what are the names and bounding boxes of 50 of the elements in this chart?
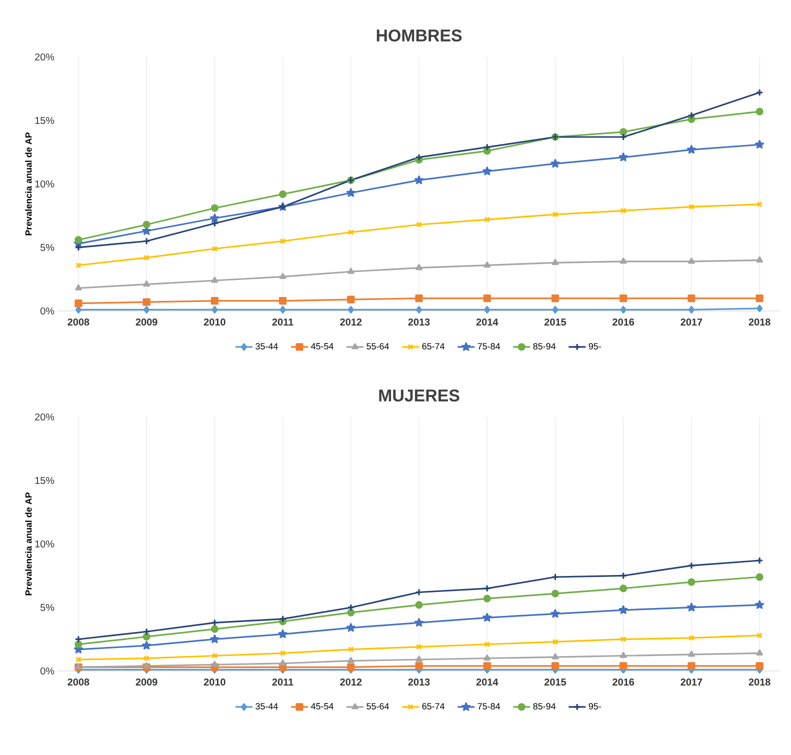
x-tick-label: 2011: [272, 678, 294, 686]
x-tick-label: 2018: [748, 318, 770, 326]
y-tick-label: 10%: [35, 540, 54, 548]
y-axis-title: Prevalencia anual de AP: [25, 492, 32, 596]
legend-label: 35-44: [256, 703, 278, 710]
y-tick-label: 15%: [35, 476, 54, 484]
x-tick-label: 2013: [408, 678, 430, 686]
x-tick-label: 2012: [340, 318, 362, 326]
legend-label: 85-94: [533, 703, 556, 710]
x-tick-label: 2010: [204, 678, 226, 686]
x-tick-label: 2009: [136, 678, 158, 686]
y-tick-label: 0%: [40, 307, 54, 315]
legend-label: 85-94: [533, 343, 556, 350]
x-tick-label: 2012: [340, 678, 362, 686]
y-tick-label: 20%: [35, 53, 54, 61]
x-tick-label: 2017: [680, 318, 702, 326]
x-tick-label: 2013: [408, 318, 430, 326]
x-tick-label: 2008: [68, 318, 90, 326]
x-tick-label: 2018: [748, 678, 770, 686]
legend-label: 35-44: [256, 343, 278, 350]
y-tick-label: 10%: [35, 180, 54, 188]
x-tick-label: 2014: [476, 318, 498, 326]
chart-title: MUJERES: [379, 389, 460, 402]
y-tick-label: 0%: [40, 667, 54, 675]
y-tick-label: 15%: [35, 116, 54, 124]
x-tick-label: 2015: [544, 678, 566, 686]
x-tick-label: 2011: [272, 318, 294, 326]
legend-label: 95-: [588, 703, 601, 710]
legend-label: 75-84: [478, 703, 500, 710]
x-tick-label: 2010: [204, 318, 226, 326]
y-tick-label: 20%: [35, 413, 54, 421]
x-tick-label: 2015: [544, 318, 566, 326]
x-tick-label: 2009: [136, 318, 158, 326]
legend-label: 65-74: [422, 703, 444, 710]
legend-label: 55-64: [366, 343, 389, 350]
legend-label: 65-74: [422, 343, 444, 350]
chart-title: HOMBRES: [376, 29, 462, 42]
x-tick-label: 2008: [68, 678, 90, 686]
x-tick-label: 2014: [476, 678, 498, 686]
legend-label: 45-54: [310, 343, 334, 350]
x-tick-label: 2016: [612, 318, 634, 326]
y-tick-label: 5%: [40, 244, 54, 251]
legend-label: 45-54: [310, 703, 334, 710]
y-tick-label: 5%: [40, 604, 54, 611]
y-axis-title: Prevalencia anual de AP: [25, 132, 32, 236]
legend-label: 75-84: [478, 343, 500, 350]
x-tick-label: 2016: [612, 678, 634, 686]
x-tick-label: 2017: [680, 678, 702, 686]
legend-label: 95-: [588, 343, 601, 350]
legend-label: 55-64: [366, 703, 389, 710]
